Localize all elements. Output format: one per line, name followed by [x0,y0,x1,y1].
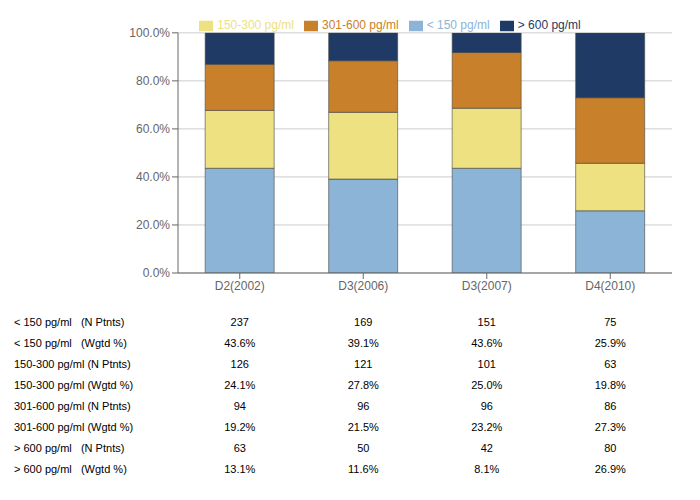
html-text:150-300 pg/ml (N Ptnts): 150-300 pg/ml (N Ptnts) [14,358,131,370]
html-text:301-600 pg/ml (Wgtd %): 301-600 pg/ml (Wgtd %) [14,421,134,433]
html-text:150-300 pg/ml (Wgtd %): 150-300 pg/ml (Wgtd %) [14,379,134,391]
html-text:237: 237 [230,316,249,328]
svg-text:D3(2006): D3(2006) [338,279,388,293]
html-text:101: 101 [477,358,496,370]
html-text:43.6%: 43.6% [224,337,256,349]
html-text:169: 169 [354,316,373,328]
html-text:8.1%: 8.1% [474,463,500,475]
html-text:> 600 pg/ml: > 600 pg/ml [517,18,581,32]
html-text:11.6%: 11.6% [348,463,379,475]
html-text:27.8%: 27.8% [347,379,379,391]
html-text:27.3%: 27.3% [594,421,626,433]
html-text:80: 80 [604,442,617,454]
html-text:63: 63 [233,442,246,454]
html-text:25.9%: 25.9% [594,337,626,349]
html-text:19.2%: 19.2% [224,421,256,433]
html-text:96: 96 [480,400,493,412]
svg-text:D4(2010): D4(2010) [585,279,635,293]
html-text:23.2%: 23.2% [471,421,503,433]
html-text:24.1%: 24.1% [224,379,256,391]
svg-text:60.0%: 60.0% [136,122,170,136]
html-text:39.1%: 39.1% [347,337,379,349]
svg-text:D2(2002): D2(2002) [215,279,265,293]
html-text:26.9%: 26.9% [594,463,626,475]
html-text:150-300 pg/ml: 150-300 pg/ml [217,18,294,32]
svg-text:40.0%: 40.0% [136,170,170,184]
html-text:96: 96 [357,400,370,412]
html-text:< 150 pg/ml (N Ptnts): < 150 pg/ml (N Ptnts) [14,316,125,328]
html-text:301-600 pg/ml (N Ptnts): 301-600 pg/ml (N Ptnts) [14,400,131,412]
html-text:43.6%: 43.6% [471,337,503,349]
html-text:19.8%: 19.8% [594,379,626,391]
html-text:126: 126 [230,358,249,370]
html-text:121: 121 [354,358,373,370]
html-text:> 600 pg/ml (N Ptnts): > 600 pg/ml (N Ptnts) [14,442,125,454]
html-text:25.0%: 25.0% [471,379,503,391]
html-text:> 600 pg/ml (Wgtd %): > 600 pg/ml (Wgtd %) [14,463,127,475]
html-text:< 150 pg/ml (Wgtd %): < 150 pg/ml (Wgtd %) [14,337,127,349]
html-text:42: 42 [480,442,493,454]
html-text:75: 75 [604,316,617,328]
html-text:50: 50 [357,442,370,454]
svg-text:0.0%: 0.0% [143,266,171,280]
html-text:94: 94 [233,400,246,412]
svg-text:D3(2007): D3(2007) [462,279,512,293]
html-text:86: 86 [604,400,617,412]
svg-text:20.0%: 20.0% [136,218,170,232]
html-text:63: 63 [604,358,617,370]
html-text:21.5%: 21.5% [347,421,379,433]
html-text:< 150 pg/ml: < 150 pg/ml [426,18,490,32]
html-text:301-600 pg/ml: 301-600 pg/ml [322,18,399,32]
svg-text:100.0%: 100.0% [129,26,170,40]
html-text:13.1%: 13.1% [224,463,256,475]
svg-text:80.0%: 80.0% [136,74,170,88]
html-text:151: 151 [477,316,496,328]
